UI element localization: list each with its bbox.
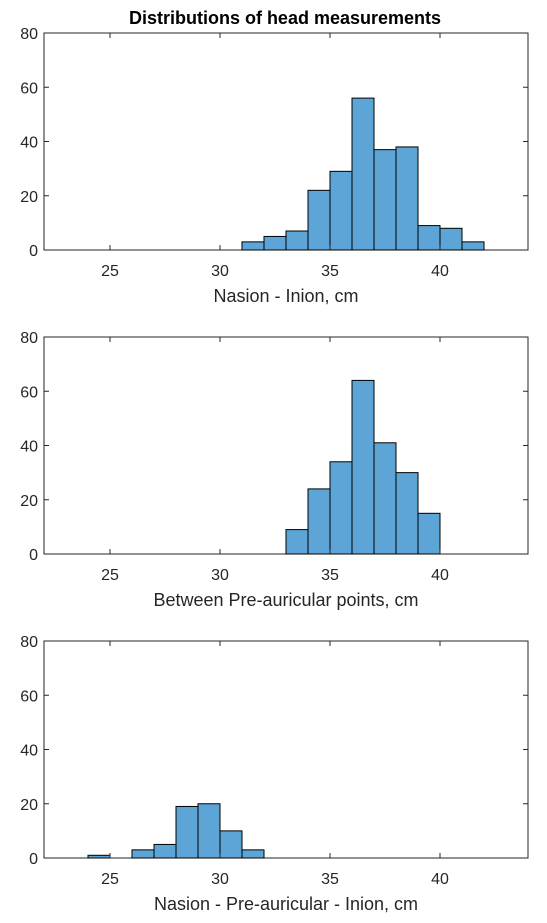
histogram-bar bbox=[417, 225, 441, 251]
histogram-bar bbox=[439, 227, 463, 251]
y-tick-label: 40 bbox=[20, 439, 38, 456]
y-tick-label: 0 bbox=[29, 547, 38, 564]
axes-box bbox=[43, 32, 529, 251]
histogram-bar bbox=[395, 146, 419, 251]
x-tick-label: 40 bbox=[431, 263, 449, 280]
y-tick-label: 40 bbox=[20, 743, 38, 760]
histogram-bar bbox=[373, 442, 397, 555]
axes-box bbox=[43, 640, 529, 859]
y-tick-label: 80 bbox=[20, 330, 38, 347]
y-tick-label: 40 bbox=[20, 135, 38, 152]
figure-title: Distributions of head measurements bbox=[129, 8, 441, 28]
histogram-bar bbox=[197, 803, 221, 859]
histogram-bar bbox=[351, 379, 375, 555]
histogram-bar bbox=[153, 843, 177, 859]
histogram-bar bbox=[461, 241, 485, 251]
histogram-panel-nasion-inion: 0 20 40 60 80 25 30 35 40 Nasion - Inion, cm bbox=[20, 26, 529, 306]
y-tick-label: 80 bbox=[20, 634, 38, 651]
x-tick-label: 30 bbox=[211, 263, 229, 280]
y-tick-label: 20 bbox=[20, 493, 38, 510]
histogram-bar bbox=[263, 235, 287, 251]
y-tick-label: 80 bbox=[20, 26, 38, 43]
histogram-bar bbox=[131, 849, 155, 859]
y-tick-label: 60 bbox=[20, 688, 38, 705]
histogram-bar bbox=[175, 805, 199, 859]
x-tick-label: 40 bbox=[431, 871, 449, 888]
histogram-bar bbox=[241, 849, 265, 859]
y-tick-label: 0 bbox=[29, 243, 38, 260]
histogram-bar bbox=[395, 472, 419, 555]
x-axis-label: Nasion - Pre-auricular - Inion, cm bbox=[154, 894, 418, 914]
y-tick-label: 20 bbox=[20, 797, 38, 814]
histogram-panel-nasion-pre-auricular-inion: 0 20 40 60 80 25 30 35 40 Nasion - Pre-auricular … bbox=[20, 634, 529, 914]
histogram-bar bbox=[417, 512, 441, 555]
x-tick-label: 30 bbox=[211, 871, 229, 888]
histogram-bar bbox=[285, 529, 309, 555]
histogram-bar bbox=[373, 149, 397, 251]
y-tick-label: 60 bbox=[20, 384, 38, 401]
histogram-bar bbox=[285, 230, 309, 251]
histogram-bar bbox=[87, 854, 111, 859]
histogram-bar bbox=[241, 241, 265, 251]
histogram-bar bbox=[329, 461, 353, 555]
x-tick-label: 35 bbox=[321, 263, 339, 280]
x-tick-label: 30 bbox=[211, 567, 229, 584]
axes-box bbox=[43, 336, 529, 555]
histogram-bar bbox=[307, 189, 331, 251]
y-tick-label: 0 bbox=[29, 851, 38, 868]
histogram-bar bbox=[329, 170, 353, 251]
histogram-bar bbox=[307, 488, 331, 555]
x-axis-label: Nasion - Inion, cm bbox=[213, 286, 358, 306]
y-tick-label: 60 bbox=[20, 80, 38, 97]
histogram-bar bbox=[351, 97, 375, 251]
x-axis-label: Between Pre-auricular points, cm bbox=[153, 590, 418, 610]
x-tick-label: 25 bbox=[101, 263, 119, 280]
histogram-panel-pre-auricular: 0 20 40 60 80 25 30 35 40 Between Pre-auricular p… bbox=[20, 330, 529, 610]
x-tick-label: 35 bbox=[321, 567, 339, 584]
x-tick-label: 25 bbox=[101, 871, 119, 888]
x-tick-label: 40 bbox=[431, 567, 449, 584]
x-tick-label: 25 bbox=[101, 567, 119, 584]
y-tick-label: 20 bbox=[20, 189, 38, 206]
x-tick-label: 35 bbox=[321, 871, 339, 888]
histogram-bar bbox=[219, 830, 243, 859]
